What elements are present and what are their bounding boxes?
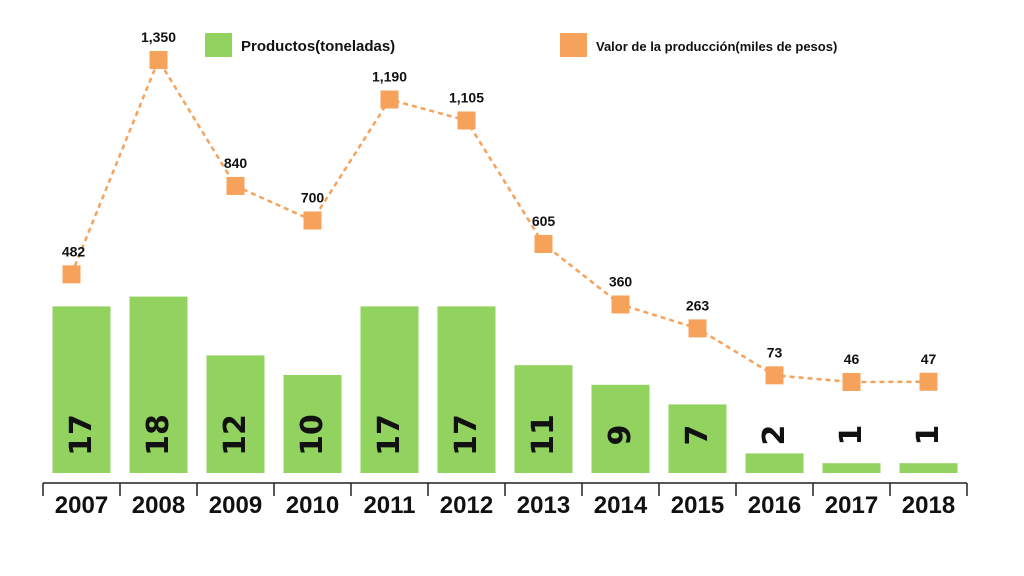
- bar-value-label: 1: [834, 425, 869, 446]
- legend-swatch-valor: [560, 33, 587, 57]
- bar-value-label: 17: [372, 414, 407, 456]
- bar-value-label: 12: [218, 414, 253, 456]
- bar-value-label: 1: [911, 425, 946, 446]
- point-2010: [303, 211, 322, 230]
- bar-value-label: 17: [64, 414, 99, 456]
- bar-2018: [899, 463, 958, 473]
- point-value-label: 46: [844, 351, 860, 367]
- x-tick-label: 2018: [902, 492, 955, 519]
- bar-value-label: 10: [295, 414, 330, 456]
- x-tick-label: 2008: [132, 492, 185, 519]
- point-2007: [62, 265, 81, 284]
- bar-value-label: 11: [526, 414, 561, 456]
- point-value-label: 840: [224, 155, 248, 171]
- bar-2009: [206, 355, 265, 473]
- legend-label-productos: Productos(toneladas): [241, 38, 395, 55]
- legend-swatch-productos: [205, 33, 232, 57]
- point-value-label: 482: [62, 243, 86, 259]
- bar-value-label: 18: [141, 414, 176, 456]
- bar-2015: [668, 404, 727, 473]
- line-valor: [70, 57, 929, 384]
- point-value-label: 1,190: [372, 69, 407, 85]
- x-tick-label: 2007: [55, 492, 108, 519]
- bar-value-label: 2: [757, 425, 792, 446]
- point-2016: [765, 366, 784, 385]
- bar-2014: [591, 384, 650, 473]
- bar-2010: [283, 375, 342, 473]
- point-2009: [226, 176, 245, 195]
- point-value-label: 263: [686, 297, 710, 313]
- point-value-label: 605: [532, 213, 556, 229]
- point-value-label: 47: [921, 351, 937, 367]
- bar-2016: [745, 453, 804, 473]
- bar-value-label: 17: [449, 414, 484, 456]
- point-value-label: 360: [609, 273, 633, 289]
- point-2018: [919, 372, 938, 391]
- line-series: 482 1,350 840 700 1,190 1,105 605 360 263 73 46 47: [62, 29, 938, 391]
- x-tick-label: 2012: [440, 492, 493, 519]
- legend-label-valor: Valor de la producción(miles de pesos): [596, 39, 837, 54]
- bar-2011: [360, 306, 419, 473]
- x-tick-label: 2010: [286, 492, 339, 519]
- bars: 17 18 12 10 17 17 11 9 7 2 1 1: [52, 296, 958, 473]
- point-2015: [688, 319, 707, 338]
- bar-value-label: 9: [603, 425, 638, 446]
- point-2013: [534, 234, 553, 253]
- x-axis: 2007 2008 2009 2010 2011 2012 2013 2014 2015 2016…: [42, 482, 968, 519]
- point-2008: [149, 51, 168, 69]
- point-value-label: 1,350: [141, 29, 176, 45]
- point-2011: [380, 90, 399, 109]
- point-2014: [611, 295, 630, 314]
- bar-2012: [437, 306, 496, 473]
- bar-2008: [129, 296, 188, 473]
- x-tick-label: 2017: [825, 492, 878, 519]
- legend: Productos(toneladas) Valor de la producc…: [205, 33, 837, 57]
- x-tick-label: 2011: [363, 492, 415, 519]
- bar-2007: [52, 306, 111, 473]
- x-tick-label: 2015: [671, 492, 724, 519]
- bar-2017: [822, 463, 881, 473]
- x-tick-label: 2009: [209, 492, 262, 519]
- x-tick-label: 2013: [517, 492, 570, 519]
- x-tick-label: 2016: [748, 492, 801, 519]
- point-value-label: 73: [767, 344, 783, 360]
- point-2012: [457, 111, 476, 130]
- point-value-label: 700: [301, 190, 325, 206]
- bar-value-label: 7: [680, 425, 715, 446]
- point-value-label: 1,105: [449, 89, 484, 105]
- x-tick-label: 2014: [594, 492, 648, 519]
- point-2017: [842, 373, 861, 391]
- bar-2013: [514, 365, 573, 473]
